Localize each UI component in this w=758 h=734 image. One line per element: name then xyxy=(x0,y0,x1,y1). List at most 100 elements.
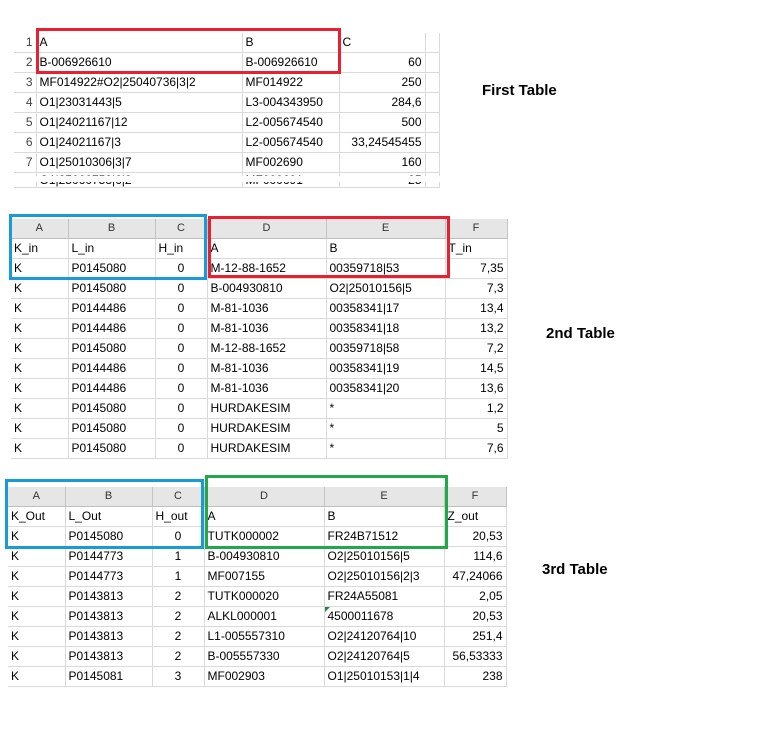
column-letter[interactable]: E xyxy=(326,219,446,239)
header-cell[interactable]: B xyxy=(326,238,446,259)
table-cell[interactable]: P0145080 xyxy=(65,526,153,547)
table-cell[interactable]: P0145080 xyxy=(68,438,156,459)
table-cell[interactable]: K xyxy=(8,526,66,547)
row-number[interactable]: 1 xyxy=(14,33,37,53)
table-cell[interactable]: P0143813 xyxy=(65,586,153,607)
table-cell[interactable]: * xyxy=(326,418,446,439)
table-cell[interactable]: P0143813 xyxy=(65,626,153,647)
table-cell[interactable]: 114,6 xyxy=(444,546,507,567)
table-cell[interactable]: 20,53 xyxy=(444,606,507,627)
table-cell[interactable]: 7,6 xyxy=(445,438,508,459)
column-letter[interactable]: E xyxy=(324,487,445,507)
cell-b[interactable]: L2-005674540 xyxy=(242,112,340,133)
cell-blank[interactable] xyxy=(425,152,440,173)
table-cell[interactable]: 47,24066 xyxy=(444,566,507,587)
table-cell[interactable]: 2 xyxy=(152,646,205,667)
table-cell[interactable]: 7,3 xyxy=(445,278,508,299)
table-cell[interactable]: HURDAKESIM xyxy=(207,438,327,459)
table-cell[interactable]: K xyxy=(8,606,66,627)
table-cell[interactable]: M-81-1036 xyxy=(207,298,327,319)
cell-c[interactable]: 500 xyxy=(339,112,426,133)
cell-b[interactable]: B-006926610 xyxy=(242,52,340,73)
cell-blank[interactable] xyxy=(425,33,440,53)
table-cell[interactable]: 251,4 xyxy=(444,626,507,647)
table-cell[interactable]: P0145080 xyxy=(68,338,156,359)
table-cell[interactable]: 00358341|20 xyxy=(326,378,446,399)
table-cell[interactable]: TUTK000002 xyxy=(204,526,325,547)
table-cell[interactable]: 14,5 xyxy=(445,358,508,379)
table-cell[interactable]: 0 xyxy=(155,398,208,419)
cell-b[interactable]: L3-004343950 xyxy=(242,92,340,113)
table-cell[interactable]: 20,53 xyxy=(444,526,507,547)
table-cell[interactable]: P0145081 xyxy=(65,666,153,687)
table-cell[interactable]: 0 xyxy=(155,258,208,279)
table-cell[interactable]: HURDAKESIM xyxy=(207,418,327,439)
table-cell[interactable]: O2|25010156|5 xyxy=(326,278,446,299)
table-cell[interactable]: 13,6 xyxy=(445,378,508,399)
table-cell[interactable]: 0 xyxy=(155,338,208,359)
table-cell[interactable]: * xyxy=(326,438,446,459)
header-cell[interactable]: H_in xyxy=(155,238,208,259)
header-cell[interactable]: K_in xyxy=(11,238,69,259)
table-cell[interactable]: L1-005557310 xyxy=(204,626,325,647)
table-cell[interactable]: K xyxy=(11,378,69,399)
table-cell[interactable]: FR24B71512 xyxy=(324,526,445,547)
column-letter[interactable]: D xyxy=(207,219,327,239)
header-cell[interactable]: K_Out xyxy=(8,506,66,527)
table-cell[interactable]: 7,35 xyxy=(445,258,508,279)
table-cell[interactable]: O1|25010153|1|4 xyxy=(324,666,445,687)
table-cell[interactable]: K xyxy=(11,338,69,359)
row-number[interactable]: 6 xyxy=(14,132,37,153)
header-cell[interactable]: B xyxy=(324,506,445,527)
header-cell[interactable]: T_in xyxy=(445,238,508,259)
cell-blank[interactable] xyxy=(425,52,440,73)
header-cell[interactable]: L_in xyxy=(68,238,156,259)
table-cell[interactable]: K xyxy=(8,666,66,687)
column-letter[interactable]: B xyxy=(65,487,153,507)
table-cell[interactable]: FR24A55081 xyxy=(324,586,445,607)
cell-a[interactable]: O1|24021167|12 xyxy=(36,112,243,133)
cell-b[interactable]: MF002690 xyxy=(242,152,340,173)
table-cell[interactable]: P0145080 xyxy=(68,258,156,279)
table-cell[interactable]: 2 xyxy=(152,606,205,627)
table-cell[interactable]: K xyxy=(11,278,69,299)
column-letter[interactable]: A xyxy=(11,219,69,239)
table-cell[interactable]: 0 xyxy=(155,358,208,379)
cell-blank[interactable] xyxy=(425,132,440,153)
column-letter[interactable]: A xyxy=(8,487,66,507)
table-cell[interactable]: 1 xyxy=(152,566,205,587)
table-cell[interactable]: P0144773 xyxy=(65,566,153,587)
table-cell[interactable]: 5 xyxy=(445,418,508,439)
cell-a[interactable]: O1|25010306|3|7 xyxy=(36,152,243,173)
table-cell[interactable]: 0 xyxy=(155,318,208,339)
header-cell[interactable]: A xyxy=(204,506,325,527)
table-cell[interactable]: 00358341|18 xyxy=(326,318,446,339)
table-cell[interactable]: 2 xyxy=(152,626,205,647)
cell-b[interactable]: B xyxy=(242,33,340,53)
table-cell[interactable]: 56,53333 xyxy=(444,646,507,667)
table-cell[interactable]: K xyxy=(11,438,69,459)
table-cell[interactable]: 2,05 xyxy=(444,586,507,607)
table-cell[interactable]: 3 xyxy=(152,666,205,687)
cell-a[interactable]: MF014922#O2|25040736|3|2 xyxy=(36,72,243,93)
table-cell[interactable]: 00359718|58 xyxy=(326,338,446,359)
cell-c[interactable]: C xyxy=(339,33,426,53)
table-cell[interactable]: TUTK000020 xyxy=(204,586,325,607)
table-cell[interactable]: 4500011678 xyxy=(324,606,445,627)
table-cell[interactable]: 13,2 xyxy=(445,318,508,339)
table-cell[interactable]: 1,2 xyxy=(445,398,508,419)
table-cell[interactable]: P0144773 xyxy=(65,546,153,567)
table-cell[interactable]: 00359718|53 xyxy=(326,258,446,279)
table-cell[interactable]: M-12-88-1652 xyxy=(207,258,327,279)
column-letter[interactable]: B xyxy=(68,219,156,239)
table-cell[interactable]: 1 xyxy=(152,546,205,567)
table-cell[interactable]: P0143813 xyxy=(65,606,153,627)
table-cell[interactable]: K xyxy=(8,646,66,667)
row-number[interactable]: 3 xyxy=(14,72,37,93)
table-cell[interactable]: K xyxy=(11,398,69,419)
table-cell[interactable]: P0145080 xyxy=(68,418,156,439)
cell-c[interactable]: 250 xyxy=(339,72,426,93)
table-cell[interactable]: M-81-1036 xyxy=(207,378,327,399)
table-cell[interactable]: ALKL000001 xyxy=(204,606,325,627)
cell-a[interactable]: O1|24021167|3 xyxy=(36,132,243,153)
